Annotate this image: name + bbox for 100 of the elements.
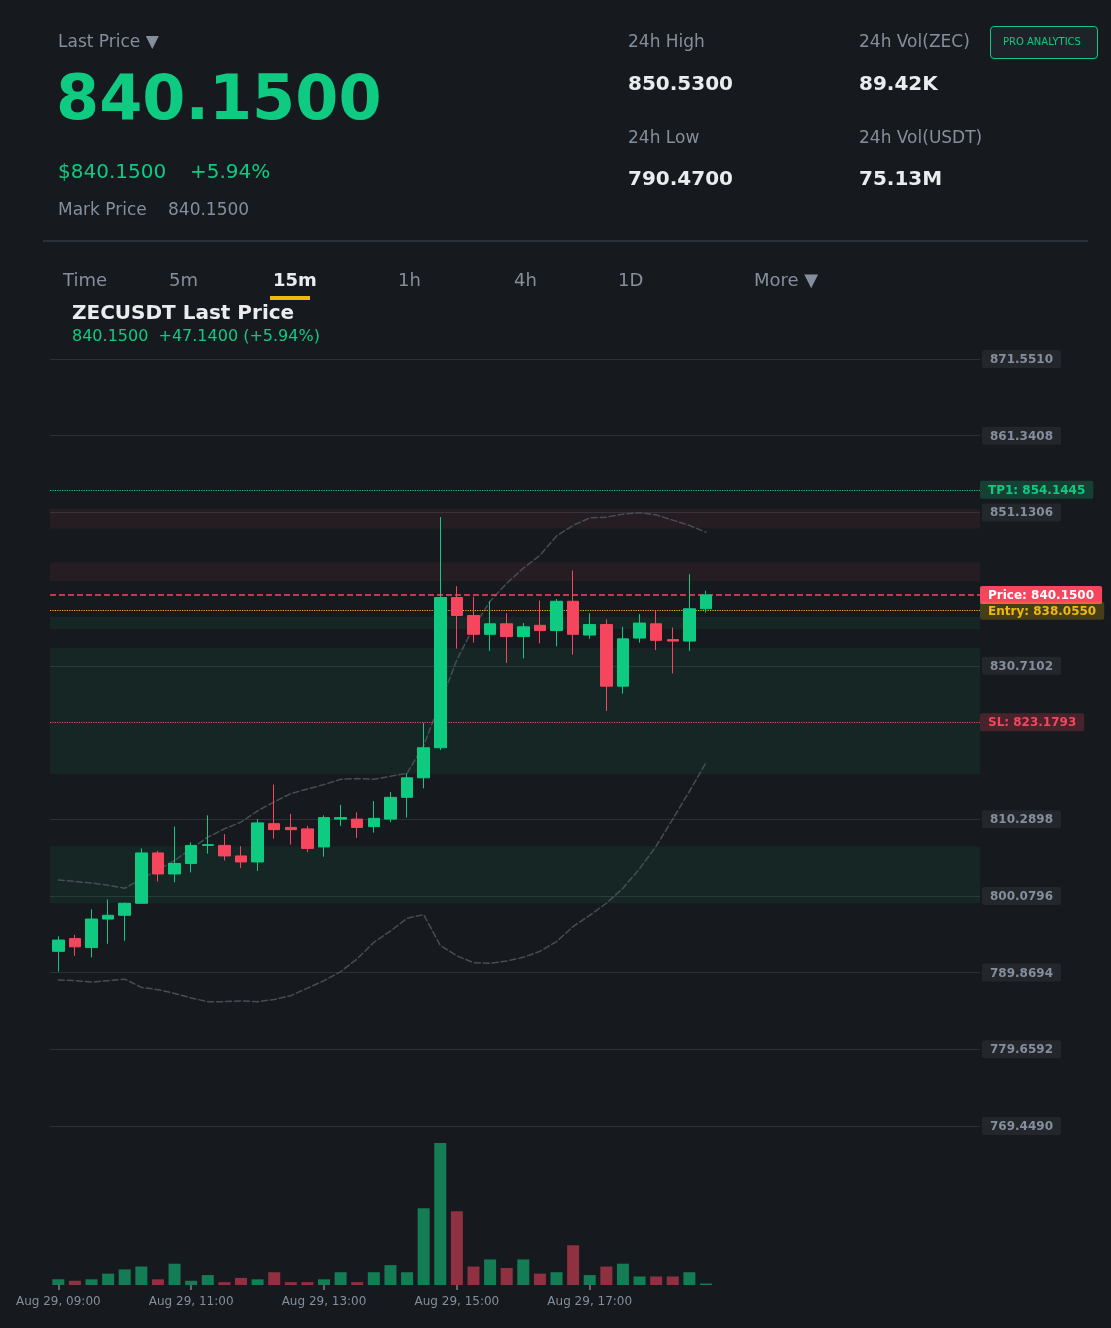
candlestick	[202, 814, 214, 855]
candlestick	[550, 598, 563, 647]
candlestick	[667, 627, 679, 674]
bar	[218, 1282, 231, 1285]
candlestick	[384, 791, 397, 823]
text: 5m	[169, 269, 198, 291]
candlestick	[617, 626, 629, 695]
ref-line-label: Entry: 838.0550	[988, 603, 1097, 618]
bar	[450, 1211, 463, 1285]
candlestick	[69, 934, 81, 957]
bar	[484, 1259, 497, 1285]
x-tick-label: Aug 29, 13:00	[281, 1294, 367, 1308]
text: Last Price ▼	[58, 31, 159, 52]
bar	[185, 1280, 198, 1285]
candlestick	[285, 813, 297, 846]
candlestick	[583, 612, 596, 640]
bar	[583, 1275, 596, 1285]
bar	[600, 1266, 613, 1285]
bar	[284, 1282, 297, 1285]
candlestick	[168, 826, 181, 883]
candlestick	[434, 516, 447, 751]
candlestick	[102, 899, 114, 945]
text: More ▼	[754, 269, 819, 291]
candlestick	[301, 825, 314, 853]
candlestick	[401, 772, 413, 819]
y-tick-label: 861.3408	[990, 428, 1054, 443]
text: 790.4700	[628, 166, 734, 190]
bar	[650, 1276, 663, 1285]
bar	[533, 1273, 546, 1285]
candlestick	[517, 622, 530, 659]
text: $840.1500	[58, 159, 167, 183]
y-tick-label: 851.1306	[990, 505, 1054, 520]
y-tick-label: 800.0796	[990, 888, 1054, 903]
bar	[135, 1266, 148, 1285]
y-tick-label: 789.8694	[990, 965, 1054, 980]
candlestick	[700, 590, 712, 614]
text: 75.13M	[859, 166, 943, 190]
candlestick	[185, 841, 197, 873]
candlestick	[118, 902, 131, 942]
bar	[616, 1263, 629, 1285]
bar	[417, 1208, 430, 1285]
candlestick	[218, 833, 231, 861]
candlestick	[318, 814, 330, 858]
ref-line-label: Price: 840.1500	[988, 587, 1095, 602]
text: 24h Low	[628, 127, 700, 148]
candlestick	[633, 613, 646, 644]
x-tick-label: Aug 29, 11:00	[148, 1294, 234, 1308]
bar	[201, 1275, 214, 1285]
y-tick-label: 769.4490	[990, 1119, 1054, 1133]
bar	[500, 1267, 513, 1285]
candlestick	[417, 722, 430, 789]
y-tick-label: 871.5510	[990, 352, 1054, 366]
candlestick	[268, 784, 280, 840]
bar	[52, 1279, 65, 1285]
candlestick	[600, 618, 613, 712]
bar	[351, 1282, 364, 1285]
text: 4h	[514, 269, 537, 291]
bar	[367, 1272, 380, 1285]
chart-title: ZECUSDT Last Price	[72, 300, 295, 324]
ref-line-label: TP1: 854.1445	[988, 482, 1086, 497]
x-tick-label: Aug 29, 15:00	[414, 1294, 500, 1308]
bar	[467, 1266, 480, 1285]
text: Mark Price	[58, 199, 147, 220]
text: 24h Vol(USDT)	[859, 127, 983, 148]
text: 840.1500	[56, 61, 382, 134]
text: 1h	[398, 269, 421, 291]
text: 15m	[273, 269, 317, 291]
line-series	[57, 762, 707, 1003]
bar	[301, 1282, 314, 1285]
bar	[550, 1272, 563, 1285]
candlestick	[152, 850, 164, 882]
text: +5.94%	[190, 159, 271, 183]
bar	[102, 1273, 115, 1285]
bar	[85, 1279, 98, 1285]
candlestick	[650, 609, 662, 651]
bar	[401, 1272, 414, 1285]
candlestick	[52, 935, 65, 973]
candlestick	[351, 811, 363, 839]
bar	[68, 1280, 81, 1285]
text: 24h High	[628, 31, 705, 52]
bar	[517, 1259, 530, 1285]
bar	[251, 1279, 264, 1285]
chart-subtitle: 840.1500 +47.1400 (+5.94%)	[72, 325, 320, 345]
candlestick	[85, 908, 98, 958]
bar	[168, 1263, 181, 1285]
candlestick	[500, 612, 513, 664]
candlestick	[484, 600, 496, 652]
y-tick-label: 779.6592	[990, 1042, 1054, 1057]
bar	[567, 1245, 580, 1285]
bar	[683, 1272, 696, 1285]
text: 850.5300	[628, 71, 734, 95]
bar	[118, 1269, 131, 1285]
candlestick	[135, 847, 148, 905]
y-tick-label: 810.2898	[990, 812, 1054, 827]
bar	[434, 1143, 447, 1285]
x-tick-label: Aug 29, 17:00	[547, 1294, 633, 1308]
y-tick-label: 830.7102	[990, 658, 1054, 673]
text: 89.42K	[859, 71, 938, 95]
line-series	[57, 511, 707, 889]
bar	[151, 1279, 164, 1285]
